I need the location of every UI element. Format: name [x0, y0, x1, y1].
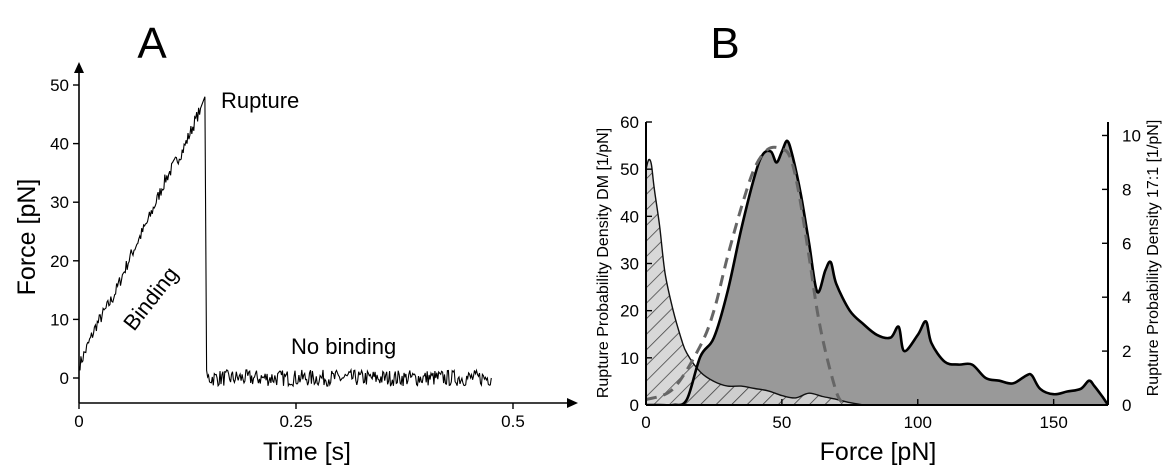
panel-a-ticks: 0 0.25 0.5 0 10 20 30 40 50 — [50, 76, 525, 431]
panel-b-left-tick-label: 40 — [620, 207, 639, 226]
annotation-rupture: Rupture — [221, 88, 299, 113]
panel-a-label: A — [137, 19, 167, 68]
panel-b-label: B — [710, 19, 739, 68]
panel-a-series — [78, 96, 492, 388]
panel-a-x-axis-title: Time [s] — [263, 438, 351, 466]
panel-b-right-tick-label: 2 — [1122, 342, 1131, 361]
panel-a-y-tick-label: 0 — [60, 369, 69, 388]
panel-b-ticks: 0 50 100 150 0 10 20 30 40 50 60 0 2 4 6 8 10 — [620, 113, 1141, 432]
panel-b-x-axis-title: Force [pN] — [820, 438, 937, 466]
gray-area-outline — [646, 139, 1108, 405]
hatched-area-outline — [646, 158, 864, 405]
panel-b-left-tick-label: 20 — [620, 302, 639, 321]
panel-b-left-tick-label: 0 — [630, 396, 639, 415]
hatched-area-fill — [646, 159, 864, 405]
panel-a-force-trace — [78, 96, 492, 388]
panel-b-left-y-axis-title: Rupture Probability Density DM [1/pN] — [595, 128, 612, 398]
panel-a-y-tick-label: 30 — [50, 193, 69, 212]
panel-b-x-tick-label: 100 — [904, 413, 932, 432]
panel-a-y-axis-arrow — [74, 62, 84, 73]
annotation-no-binding: No binding — [291, 334, 396, 359]
panel-b-x-tick-label: 50 — [772, 413, 791, 432]
panel-b-left-tick-label: 60 — [620, 113, 639, 132]
dashed-fit-line — [646, 145, 844, 404]
panel-a-x-tick-label: 0.5 — [501, 412, 525, 431]
panel-a-y-tick-label: 50 — [50, 76, 69, 95]
panel-a-y-tick-label: 10 — [50, 310, 69, 329]
panel-b-chart: 0 50 100 150 0 10 20 30 40 50 60 0 2 4 6 8 10 Force [pN]… — [595, 113, 1162, 466]
panel-b-left-tick-label: 30 — [620, 255, 639, 274]
panel-b-left-tick-label: 10 — [620, 349, 639, 368]
panel-b-left-tick-label: 50 — [620, 160, 639, 179]
panel-b-right-tick-label: 4 — [1122, 288, 1131, 307]
panel-a-y-tick-label: 40 — [50, 135, 69, 154]
panel-b-series — [646, 139, 1108, 405]
annotation-binding: Binding — [118, 262, 183, 335]
panel-b-right-tick-label: 6 — [1122, 234, 1131, 253]
panel-b-x-tick-label: 0 — [641, 413, 650, 432]
panel-a-x-tick-label: 0 — [74, 412, 83, 431]
panel-b-right-tick-label: 8 — [1122, 180, 1131, 199]
panel-a-y-tick-label: 20 — [50, 252, 69, 271]
gray-area-fill — [646, 140, 1108, 405]
panel-a-axes — [74, 62, 578, 408]
panel-b-right-tick-label: 10 — [1122, 126, 1141, 145]
panel-a-y-axis-title: Force [pN] — [13, 179, 41, 296]
panel-b-x-tick-label: 150 — [1039, 413, 1067, 432]
panel-a-x-tick-label: 0.25 — [279, 412, 312, 431]
panel-a-x-axis-arrow — [567, 398, 578, 408]
panel-b-right-y-axis-title: Rupture Probability Density 17:1 [1/pN] — [1145, 120, 1162, 397]
panel-b-right-tick-label: 0 — [1122, 396, 1131, 415]
